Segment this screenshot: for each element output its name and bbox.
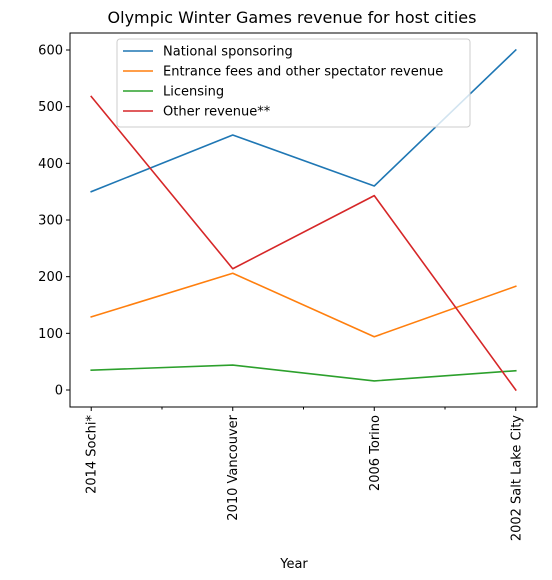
y-tick-label: 600: [38, 44, 63, 59]
legend-label: Entrance fees and other spectator revenu…: [163, 65, 443, 80]
y-tick-label: 300: [38, 214, 63, 229]
legend-label: Other revenue**: [163, 105, 271, 120]
chart-title: Olympic Winter Games revenue for host ci…: [108, 8, 477, 27]
x-tick-label: 2014 Sochi*: [85, 415, 100, 494]
x-axis: 2014 Sochi* 2010 Vancouver 2006 Torino 2002…: [85, 407, 524, 541]
x-tick-label: 2010 Vancouver: [226, 414, 241, 520]
y-tick-label: 0: [55, 384, 63, 399]
y-tick-label: 400: [38, 157, 63, 172]
series-line-4: [90, 95, 517, 392]
y-axis: 0 100 200 300 400 500 600: [38, 44, 70, 399]
y-tick-label: 500: [38, 100, 63, 115]
y-tick-label: 100: [38, 327, 63, 342]
x-tick-label: 2006 Torino: [368, 415, 383, 491]
x-axis-label: Year: [279, 557, 308, 572]
legend-box: [116, 38, 471, 128]
legend: National sponsoring Entrance fees and oth…: [116, 38, 471, 128]
legend-label: Licensing: [163, 85, 224, 100]
legend-label: National sponsoring: [163, 45, 293, 60]
plot-area: 0 100 200 300 400 500 600 2014 Sochi* 2010 Vanc…: [38, 32, 538, 541]
series-line-3: [90, 364, 517, 382]
x-tick-label: 2002 Salt Lake City: [509, 415, 524, 541]
series-line-2: [90, 272, 517, 338]
y-tick-label: 200: [38, 270, 63, 285]
